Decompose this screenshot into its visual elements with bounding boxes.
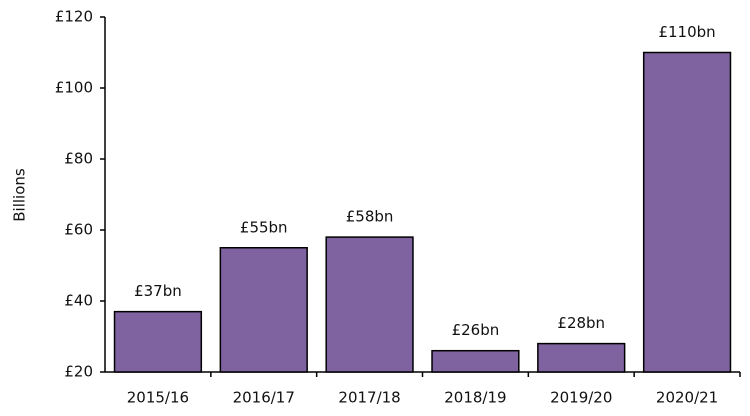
x-tick-label: 2020/21 (656, 389, 718, 407)
y-tick-label: £40 (64, 292, 93, 310)
data-label: £58bn (346, 208, 394, 226)
bar (537, 342, 626, 373)
y-tick-label: £20 (64, 363, 93, 381)
data-label: £110bn (658, 23, 715, 41)
bar (219, 247, 308, 373)
x-tick-label: 2017/18 (338, 389, 400, 407)
y-tick-label: £120 (55, 8, 93, 26)
data-label: £55bn (240, 218, 288, 236)
x-tick-label: 2016/17 (233, 389, 295, 407)
y-tick-label: £60 (64, 221, 93, 239)
data-label: £28bn (557, 314, 605, 332)
bar (325, 236, 414, 373)
bar (431, 349, 520, 373)
data-label: £26bn (452, 321, 500, 339)
bar (113, 310, 203, 373)
y-tick-label: £80 (64, 150, 93, 168)
bar (642, 51, 732, 373)
y-tick-label: £100 (55, 79, 93, 97)
y-axis-label: Billions (11, 168, 29, 222)
x-tick-label: 2015/16 (127, 389, 189, 407)
data-label: £37bn (134, 282, 182, 300)
x-tick-label: 2019/20 (550, 389, 612, 407)
x-tick-label: 2018/19 (444, 389, 506, 407)
